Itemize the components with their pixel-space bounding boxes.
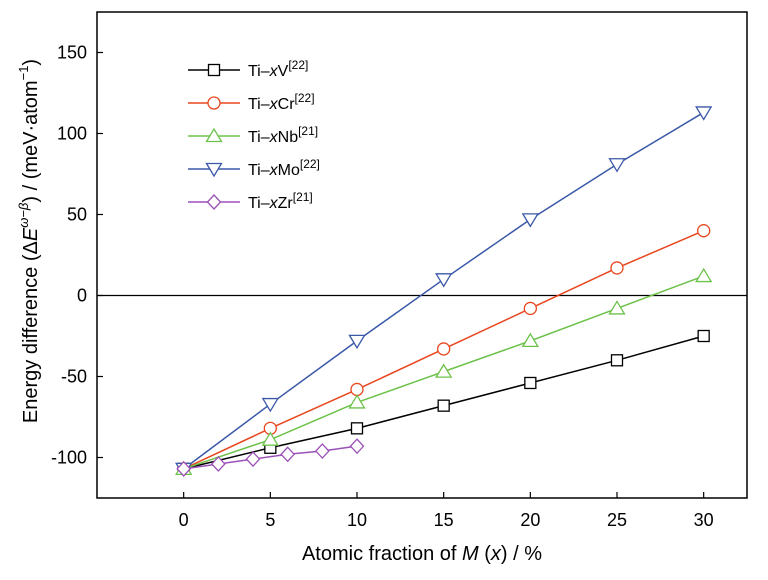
data-point-square	[437, 399, 450, 412]
data-point-diamond	[210, 456, 226, 472]
data-point-triangle-down	[261, 397, 279, 413]
data-point-diamond	[349, 438, 365, 455]
data-point-triangle-down	[695, 106, 713, 121]
data-point-circle	[697, 224, 711, 238]
data-point-circle	[350, 382, 364, 397]
x-tick-label: 15	[434, 510, 454, 530]
data-point-triangle-down	[348, 334, 366, 350]
y-tick-label: -100	[51, 448, 87, 468]
data-point-square	[207, 63, 221, 77]
series-2	[175, 267, 713, 475]
x-tick-label: 10	[347, 510, 367, 530]
legend-label: Ti–xCr[22]	[248, 91, 315, 113]
data-point-square	[610, 354, 624, 367]
data-point-triangle-up	[435, 363, 453, 378]
data-point-triangle-down	[205, 162, 223, 178]
data-point-diamond	[314, 443, 330, 459]
legend-item: Ti–xV[22]	[188, 58, 308, 80]
legend-item: Ti–xNb[21]	[188, 124, 318, 146]
legend-label: Ti–xMo[22]	[248, 157, 320, 179]
legend-item: Ti–xMo[22]	[188, 157, 320, 179]
data-point-triangle-down	[608, 158, 626, 173]
data-point-square	[350, 422, 364, 435]
legend-item: Ti–xCr[22]	[188, 91, 315, 113]
data-point-diamond	[245, 451, 261, 468]
series-4	[176, 438, 365, 477]
data-point-triangle-down	[435, 273, 453, 288]
data-point-square	[697, 329, 710, 343]
data-point-triangle-up	[348, 394, 366, 409]
series-0	[177, 329, 710, 475]
y-tick-label: 50	[67, 205, 87, 225]
legend-label: Ti–xNb[21]	[248, 124, 318, 146]
data-point-triangle-down	[521, 213, 539, 228]
data-point-circle	[610, 261, 624, 275]
x-tick-label: 0	[179, 510, 189, 530]
data-point-circle	[207, 96, 221, 110]
data-point-triangle-up	[695, 267, 713, 283]
data-point-triangle-up	[205, 127, 223, 143]
data-point-triangle-up	[608, 300, 626, 315]
legend-label: Ti–xV[22]	[248, 58, 308, 80]
data-point-diamond	[206, 194, 222, 210]
y-tick-label: 0	[77, 286, 87, 306]
x-tick-label: 5	[265, 510, 275, 530]
x-axis-label: Atomic fraction of M (x) / %	[302, 543, 542, 565]
axis-ticks: 0 5 10 15 20 25 30 -100 -50 0 50 100 150	[51, 43, 714, 531]
series-1	[177, 224, 711, 476]
legend-label: Ti–xZr[21]	[248, 190, 313, 212]
data-point-triangle-up	[521, 332, 539, 348]
data-point-circle	[523, 301, 537, 316]
y-tick-label: 100	[57, 124, 87, 144]
x-tick-label: 30	[694, 510, 714, 530]
legend: Ti–xV[22] Ti–xCr[22] Ti–xNb[21] Ti–xMo[22] T…	[188, 58, 320, 212]
y-tick-label: 150	[57, 43, 87, 63]
data-point-triangle-up	[261, 431, 279, 446]
y-tick-label: -50	[61, 367, 87, 387]
data-point-circle	[437, 342, 451, 356]
plot-area	[96, 11, 748, 499]
legend-item: Ti–xZr[21]	[188, 190, 313, 212]
data-point-diamond	[280, 446, 296, 463]
x-tick-label: 20	[520, 510, 540, 530]
y-axis-label: Energy difference (ΔEω−β) / (meV·atom−1)	[16, 59, 42, 423]
data-point-diamond	[176, 460, 192, 477]
x-tick-label: 25	[607, 510, 627, 530]
data-point-square	[524, 376, 537, 390]
series-layer	[175, 106, 713, 478]
